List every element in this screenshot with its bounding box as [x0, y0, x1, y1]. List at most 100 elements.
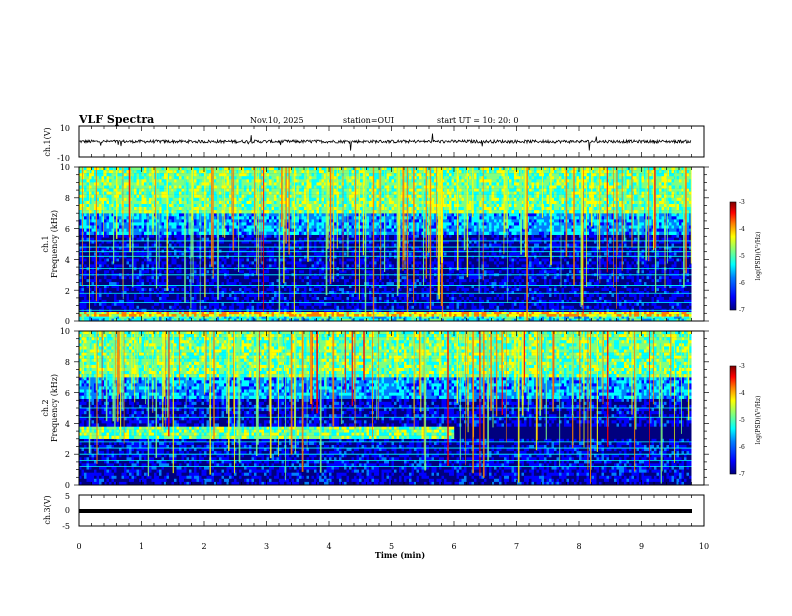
spectrogram-cell [402, 312, 405, 315]
spectrogram-cell [299, 264, 302, 267]
spectrogram-cell [434, 312, 437, 315]
spectrogram-cell [157, 316, 160, 319]
spectrogram-cell [162, 312, 165, 315]
spectrogram-cell [232, 264, 235, 267]
spectrogram-cell [572, 316, 575, 319]
spectrogram-cell [292, 306, 295, 309]
spectrogram-cell [464, 312, 467, 315]
spectrogram-cell [469, 314, 472, 317]
spectrogram-cell [452, 235, 455, 238]
spectrogram-cell [152, 312, 155, 315]
spectrogram-cell [264, 294, 267, 297]
spectrogram-cell [292, 250, 295, 253]
spectrogram-cell [449, 261, 452, 264]
spectrogram-cell [274, 253, 277, 256]
spectrogram-cell [357, 250, 360, 253]
spectrogram-cell [224, 297, 227, 300]
spectrogram-cell [117, 303, 120, 306]
spectrogram-cell [139, 259, 142, 262]
spectrogram-cell [234, 288, 237, 291]
spectrogram-cell [287, 282, 290, 285]
spectrogram-cell [374, 294, 377, 297]
spectrogram-cell [579, 314, 582, 317]
spectrogram-cell [179, 312, 182, 315]
spectrogram-cell [267, 259, 270, 262]
spectrogram-cell [652, 312, 655, 315]
spectrogram-cell [222, 270, 225, 273]
spectrogram-cell [444, 316, 447, 319]
spectrogram-cell [224, 276, 227, 279]
spectrogram-cell [87, 250, 90, 253]
spectrogram-cell [222, 253, 225, 256]
spectrogram-cell [479, 316, 482, 319]
spectrogram-cell [322, 244, 325, 247]
spectrogram-cell [274, 312, 277, 315]
spectrogram-cell [447, 261, 450, 264]
spectrogram-cell [342, 282, 345, 285]
spectrogram-cell [152, 276, 155, 279]
spectrogram-cell [179, 282, 182, 285]
spectrogram-cell [494, 312, 497, 315]
spectrogram-cell [264, 244, 267, 247]
spectrogram-cell [164, 238, 167, 241]
spectrogram-cell [249, 294, 252, 297]
spectrogram-cell [92, 314, 95, 317]
spectrogram-cell [374, 238, 377, 241]
spectrogram-cell [259, 276, 262, 279]
spectrogram-cell [137, 259, 140, 262]
spectrogram-cell [212, 306, 215, 309]
spectrogram-cell [419, 264, 422, 267]
spectrogram-cell [212, 297, 215, 300]
spectrogram-cell [449, 279, 452, 282]
spectrogram-cell [357, 297, 360, 300]
spectrogram-cell [239, 279, 242, 282]
spectrogram-cell [319, 235, 322, 238]
spectrogram-cell [357, 235, 360, 238]
spectrogram-cell [299, 291, 302, 294]
ch1-waveform-panel: 10 -10 ch.1(V) [43, 124, 704, 163]
spectrogram-cell [274, 276, 277, 279]
spectrogram-cell [177, 314, 180, 317]
spectrogram-cell [647, 314, 650, 317]
spectrogram-cell [319, 276, 322, 279]
spectrogram-cell [382, 306, 385, 309]
spectrogram-cell [289, 294, 292, 297]
spectrogram-cell [314, 282, 317, 285]
spectrogram-cell [144, 253, 147, 256]
spectrogram-cell [432, 314, 435, 317]
spectrogram-cell [357, 264, 360, 267]
spectrogram-cell [202, 297, 205, 300]
spectrogram-cell [352, 261, 355, 264]
spectrogram-cell [274, 238, 277, 241]
spectrogram-cell [247, 306, 250, 309]
spectrogram-cell [617, 316, 620, 319]
spectrogram-cell [209, 306, 212, 309]
spectrogram-cell [192, 312, 195, 315]
spectrogram-cell [249, 253, 252, 256]
spectrogram-cell [152, 303, 155, 306]
spectrogram-cell [432, 238, 435, 241]
spectrogram-cell [112, 314, 115, 317]
spectrogram-cell [499, 314, 502, 317]
spectrogram-cell [367, 235, 370, 238]
spectrogram-cell [434, 270, 437, 273]
spectrogram-cell [437, 303, 440, 306]
spectrogram-cell [472, 314, 475, 317]
spectrogram-cell [657, 314, 660, 317]
spectrogram-cell [207, 297, 210, 300]
spectrogram-cell [247, 235, 250, 238]
spectrogram-cell [167, 314, 170, 317]
spectrogram-cell [227, 244, 230, 247]
spectrogram-cell [302, 288, 305, 291]
spectrogram-cell [349, 279, 352, 282]
spectrogram-cell [342, 316, 345, 319]
spectrogram-cell [557, 314, 560, 317]
spectrogram-cell [172, 297, 175, 300]
spectrogram-cell [362, 288, 365, 291]
spectrogram-cell [317, 276, 320, 279]
spectrogram-cell [667, 314, 670, 317]
spectrogram-cell [304, 316, 307, 319]
spectrogram-cell [394, 253, 397, 256]
spectrogram-cell [182, 261, 185, 264]
spectrogram-cell [92, 297, 95, 300]
